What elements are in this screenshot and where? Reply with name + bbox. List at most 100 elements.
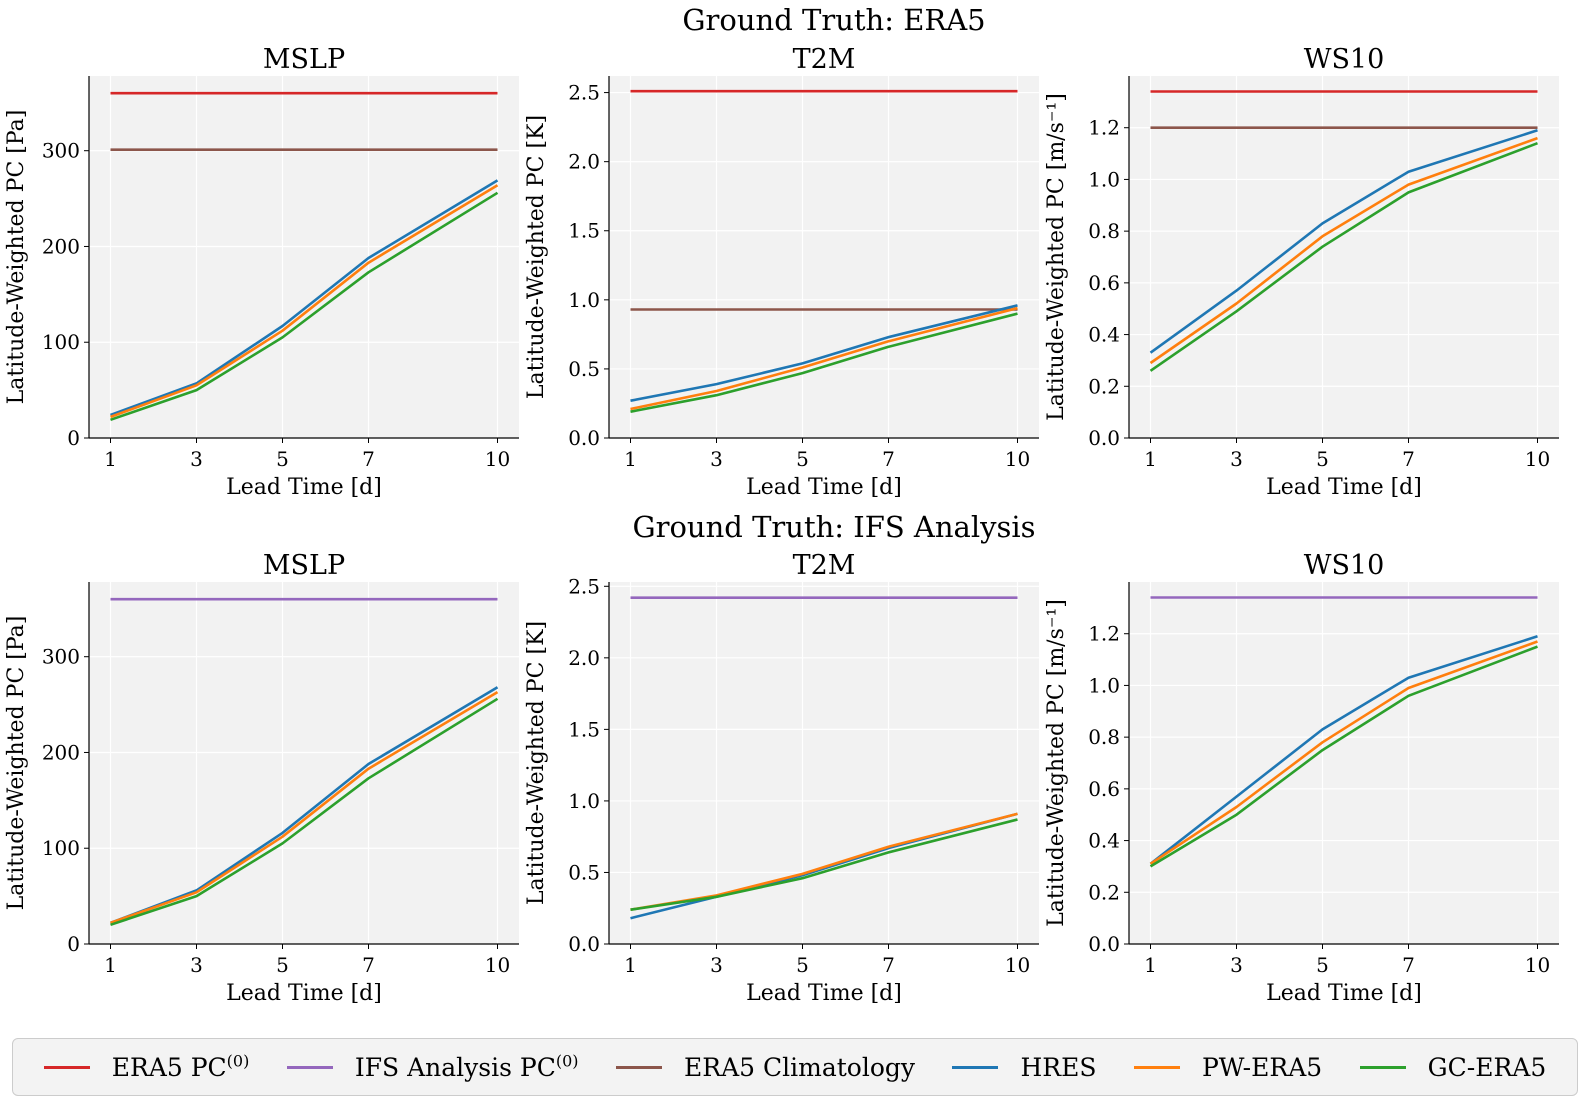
series-line-hres	[630, 304, 1018, 402]
series-line-pw-era5	[630, 306, 1018, 411]
y-tick-label: 1.5	[568, 717, 600, 741]
x-tick-label: 1	[104, 447, 117, 471]
x-tick-label: 7	[882, 447, 895, 471]
y-tick-label: 0.6	[1088, 271, 1120, 295]
chart-ifs-t2m: 0.0 0.5 1.0 1.5 2.0 2.5 1 3 5 7 10 T2M Lead Time [d]…	[524, 550, 1039, 1006]
section-title-ifs-analysis: Ground Truth: IFS Analysis	[632, 510, 1035, 544]
x-tick-label: 3	[1230, 447, 1243, 471]
x-tick-label: 5	[796, 447, 809, 471]
x-tick-label: 3	[1230, 953, 1243, 977]
y-tick-label: 1.0	[1088, 167, 1120, 191]
y-tick-label: 2.0	[568, 150, 600, 174]
series-line-pw-era5	[1149, 640, 1538, 865]
x-tick-label: 10	[1005, 953, 1030, 977]
y-tick-label: 1.0	[568, 288, 600, 312]
legend-label-ifs-analysis-pc: IFS Analysis PC(0)	[354, 1051, 579, 1082]
x-axis-label: Lead Time [d]	[226, 981, 382, 1006]
x-tick-label: 5	[1316, 447, 1329, 471]
series-line-gc-era5	[110, 191, 499, 422]
series-line-hres	[1149, 635, 1538, 865]
chart-title: T2M	[793, 44, 856, 75]
legend-label-hres: HRES	[1020, 1052, 1097, 1082]
x-tick-label: 1	[1144, 953, 1157, 977]
y-tick-label: 1.0	[1088, 673, 1120, 697]
x-tick-label: 7	[1402, 447, 1415, 471]
x-tick-label: 10	[1525, 953, 1550, 977]
x-tick-label: 1	[624, 447, 637, 471]
x-tick-label: 1	[624, 953, 637, 977]
x-tick-label: 7	[362, 447, 375, 471]
y-tick-label: 200	[42, 740, 80, 764]
y-tick-label: 100	[42, 330, 80, 354]
x-tick-label: 5	[276, 953, 289, 977]
x-tick-label: 3	[710, 953, 723, 977]
y-tick-label: 2.5	[568, 574, 600, 598]
x-axis-label: Lead Time [d]	[226, 475, 382, 500]
chart-era5-ws10: 0.0 0.2 0.4 0.6 0.8 1.0 1.2 1 3 5 7 10 WS10 Lead Time…	[1044, 44, 1559, 500]
y-axis-label: Latitude-Weighted PC [Pa]	[4, 616, 29, 911]
x-tick-label: 1	[104, 953, 117, 977]
legend-item-era5-climatology: ERA5 Climatology	[616, 1053, 915, 1082]
legend: ERA5 PC(0) IFS Analysis PC(0) ERA5 Clima…	[12, 1038, 1578, 1096]
chart-title: T2M	[793, 550, 856, 581]
y-tick-label: 1.2	[1088, 116, 1120, 140]
y-tick-label: 0.8	[1088, 725, 1120, 749]
y-tick-label: 2.5	[568, 81, 600, 105]
legend-swatch-pw-era5	[1133, 1065, 1180, 1069]
legend-item-pw-era5: PW-ERA5	[1133, 1052, 1323, 1082]
chart-era5-mslp: 0 100 200 300 1 3 5 7 10 MSLP Lead Time [d] Latitud…	[4, 44, 519, 500]
series-line-gc-era5	[630, 818, 1018, 911]
y-tick-label: 0.2	[1088, 880, 1120, 904]
x-tick-label: 10	[485, 953, 510, 977]
legend-swatch-era5-pc	[43, 1065, 90, 1069]
y-axis-label: Latitude-Weighted PC [m/s⁻¹]	[1044, 93, 1069, 421]
series-line-pw-era5	[110, 184, 499, 419]
y-tick-label: 0.8	[1088, 219, 1120, 243]
x-tick-label: 10	[1525, 447, 1550, 471]
y-axis-label: Latitude-Weighted PC [K]	[524, 621, 549, 905]
y-tick-label: 0.0	[568, 932, 600, 956]
x-tick-label: 5	[276, 447, 289, 471]
section-title-era5: Ground Truth: ERA5	[682, 3, 985, 37]
y-tick-label: 200	[42, 234, 80, 258]
chart-title: WS10	[1304, 550, 1385, 581]
y-tick-label: 0.0	[568, 426, 600, 450]
y-tick-label: 0	[67, 426, 80, 450]
x-tick-label: 7	[882, 953, 895, 977]
x-axis-label: Lead Time [d]	[746, 475, 902, 500]
legend-label-era5-pc: ERA5 PC(0)	[111, 1051, 250, 1082]
chart-title: MSLP	[263, 44, 345, 75]
chart-ifs-mslp: 0 100 200 300 1 3 5 7 10 MSLP Lead Time [d] Latitud…	[4, 550, 519, 1006]
series-line-gc-era5	[110, 697, 499, 927]
series-line-gc-era5	[630, 312, 1018, 413]
x-tick-label: 3	[190, 447, 203, 471]
legend-label-gc-era5: GC-ERA5	[1427, 1052, 1547, 1082]
x-tick-label: 5	[1316, 953, 1329, 977]
plot-area	[1129, 76, 1559, 438]
x-tick-label: 7	[1402, 953, 1415, 977]
x-tick-label: 3	[190, 953, 203, 977]
series-line-hres	[1149, 129, 1538, 354]
y-tick-label: 0.6	[1088, 777, 1120, 801]
y-tick-label: 0.0	[1088, 426, 1120, 450]
series-line-pw-era5	[110, 690, 499, 925]
series-line-pw-era5	[1149, 136, 1538, 365]
x-axis-label: Lead Time [d]	[1266, 981, 1422, 1006]
x-tick-label: 10	[1005, 447, 1030, 471]
y-tick-label: 2.0	[568, 646, 600, 670]
y-tick-label: 0.0	[1088, 932, 1120, 956]
legend-swatch-ifs-analysis-pc	[286, 1065, 333, 1069]
legend-label-pw-era5: PW-ERA5	[1201, 1052, 1323, 1082]
y-tick-label: 0.4	[1088, 829, 1120, 853]
y-tick-label: 1.2	[1088, 622, 1120, 646]
legend-swatch-hres	[952, 1065, 999, 1069]
chart-title: WS10	[1304, 44, 1385, 75]
plot-area	[89, 76, 519, 438]
legend-swatch-era5-climatology	[616, 1065, 663, 1069]
y-tick-label: 300	[42, 645, 80, 669]
series-line-gc-era5	[1149, 645, 1538, 868]
y-tick-label: 300	[42, 139, 80, 163]
plot-area	[1129, 582, 1559, 944]
y-axis-label: Latitude-Weighted PC [K]	[524, 115, 549, 399]
